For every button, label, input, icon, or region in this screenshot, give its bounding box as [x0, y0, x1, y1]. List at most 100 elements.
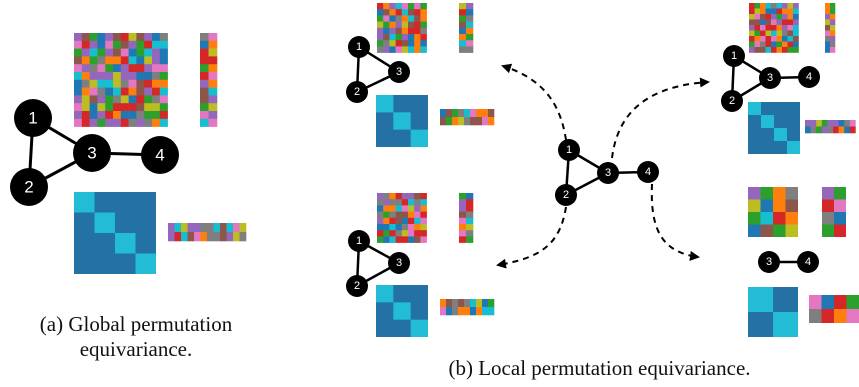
matrix-cell [97, 40, 106, 49]
matrix-cell [765, 47, 772, 53]
matrix-cell [408, 199, 415, 206]
matrix-cell [401, 9, 409, 16]
matrix-cell [470, 299, 477, 308]
matrix-cell [120, 33, 129, 42]
matrix-cell [208, 111, 218, 120]
diagonal-cell [748, 287, 773, 312]
matrix-cell [793, 25, 799, 31]
matrix-cell [771, 41, 777, 48]
matrix-cell [830, 41, 836, 48]
matrix-cell [771, 30, 777, 37]
matrix-cell [408, 15, 415, 22]
matrix-cell [420, 21, 427, 29]
matrix-cell [466, 27, 474, 35]
node-label: 2 [354, 280, 360, 292]
matrix-cell [833, 126, 839, 134]
matrix-cell [760, 41, 766, 48]
matrix-cell [395, 230, 403, 237]
matrix-cell [470, 117, 477, 126]
matrix-cell [376, 95, 394, 113]
matrix-cell [459, 224, 467, 231]
matrix-cell [105, 33, 114, 42]
matrix-cell [81, 72, 90, 81]
global-feature-row [168, 223, 247, 242]
matrix-cell [414, 211, 421, 219]
matrix-cell [825, 36, 831, 42]
matrix-cell [838, 126, 845, 134]
matrix-cell [754, 47, 761, 53]
matrix-cell [810, 120, 817, 127]
matrix-cell [420, 236, 427, 243]
matrix-cell [239, 223, 247, 233]
matrix-cell [200, 103, 209, 112]
matrix-cell [776, 19, 783, 26]
matrix-cell [89, 87, 98, 96]
matrix-cell [458, 299, 465, 308]
matrix-cell [466, 3, 474, 10]
matrix-cell [74, 118, 83, 127]
matrix-cell [395, 211, 403, 219]
matrix-cell [446, 307, 453, 316]
matrix-cell [782, 14, 788, 20]
matrix-cell [152, 64, 161, 73]
matrix-cell [782, 25, 788, 31]
matrix-cell [466, 40, 474, 47]
matrix-cell [825, 47, 831, 53]
matrix-cell [159, 48, 168, 57]
matrix-cell [754, 36, 761, 42]
subgraph: 1 2 3 4 [721, 45, 820, 112]
matrix-cell [208, 72, 218, 81]
matrix-cell [383, 15, 390, 22]
matrix-cell [408, 211, 415, 219]
diagonal-cell [135, 253, 156, 274]
matrix-cell [488, 117, 495, 126]
matrix-cell [459, 217, 467, 225]
matrix-cell [74, 48, 83, 57]
matrix-cell [782, 8, 788, 15]
matrix-cell [822, 224, 834, 237]
matrix-cell [749, 25, 755, 31]
matrix-cell [773, 199, 786, 212]
graph-node-3: 3 [388, 252, 410, 274]
local-top-left: 1 2 3 [346, 3, 495, 147]
local-top-right: 1 2 3 4 [721, 3, 856, 154]
matrix-cell [793, 19, 799, 26]
matrix-cell [849, 126, 856, 134]
matrix-cell [446, 109, 453, 118]
matrix-cell [377, 217, 384, 225]
global-node-feature-column [200, 33, 218, 127]
matrix-cell [377, 199, 384, 206]
matrix-cell [414, 236, 421, 243]
matrix-cell [776, 30, 783, 37]
matrix-cell [827, 126, 834, 134]
matrix-cell [377, 224, 384, 231]
matrix-cell [446, 299, 453, 308]
matrix-cell [821, 309, 834, 323]
matrix-cell [105, 103, 114, 112]
matrix-cell [749, 8, 755, 15]
matrix-cell [787, 14, 794, 20]
matrix-cell [787, 36, 794, 42]
graph-node-2: 2 [721, 90, 743, 112]
diagonal-cell [748, 102, 761, 115]
matrix-cell [414, 34, 421, 41]
matrix-cell [213, 232, 221, 242]
matrix-cell [760, 8, 766, 15]
matrix-cell [760, 30, 766, 37]
matrix-cell [152, 79, 161, 88]
matrix-cell [200, 118, 209, 127]
matrix-cell [233, 223, 240, 233]
matrix-cell [89, 56, 98, 65]
matrix-cell [414, 199, 421, 206]
matrix-cell [420, 224, 427, 231]
matrix-cell [389, 15, 396, 22]
matrix-cell [136, 79, 145, 88]
node-label: 1 [356, 41, 362, 53]
matrix-cell [377, 34, 384, 41]
matrix-cell [830, 3, 836, 9]
matrix-cell [773, 224, 786, 237]
matrix-cell [97, 111, 106, 120]
matrix-cell [408, 27, 415, 35]
subgraph: 1 2 3 [346, 230, 410, 297]
matrix-cell [787, 47, 794, 53]
